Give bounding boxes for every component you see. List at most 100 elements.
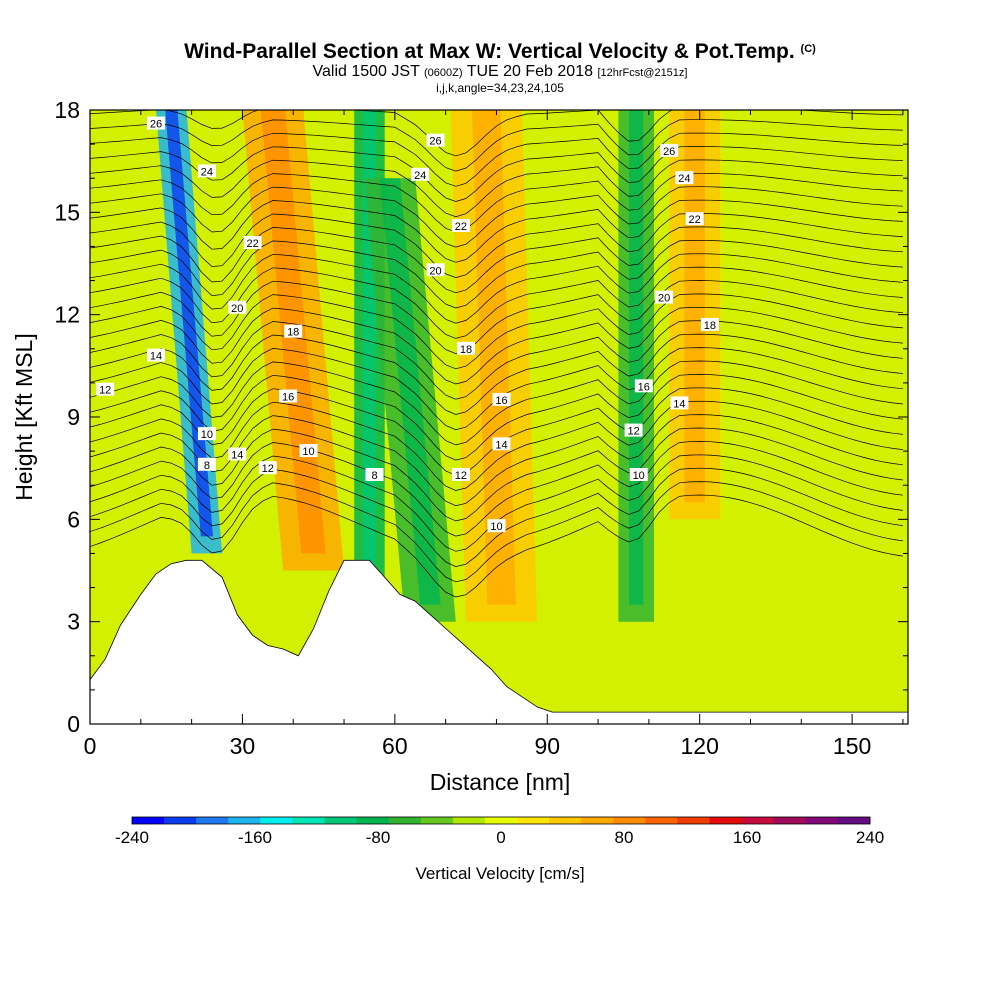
theta-label-text: 22 [455,221,467,233]
colorbar-swatch [292,817,325,824]
theta-label-text: 26 [663,146,675,158]
isentrope-line [90,119,903,172]
x-tick-label: 30 [230,733,256,759]
colorbar-swatch [677,817,711,824]
theta-label: 24 [197,164,216,178]
y-tick-label: 18 [54,97,80,123]
grid-indices: i,j,k,angle=34,23,24,105 [436,81,564,95]
theta-label: 20 [228,300,247,315]
theta-label: 10 [629,468,648,482]
theta-label-bg [197,164,216,178]
theta-label-bg [670,396,689,410]
y-tick-label: 15 [54,199,80,225]
valid-forecast: [12hrFcst@2151z] [597,67,688,79]
isentrope-line [90,239,903,309]
colorbar-swatch [356,817,390,824]
valid-time: Valid 1500 JST (0600Z) TUE 20 Feb 2018 [… [0,63,1000,82]
isentrope-line [90,333,903,415]
theta-label-text: 12 [627,426,639,438]
chart-title: Wind-Parallel Section at Max W: Vertical… [0,38,1000,63]
x-tick-label: 90 [534,733,560,759]
y-tick-label: 0 [67,711,80,737]
theta-label: 26 [426,133,445,148]
theta-label-text: 18 [460,344,472,356]
isentrope-line [90,159,903,218]
theta-label-bg [299,444,318,458]
theta-label: 12 [624,423,643,438]
colorbar-frame [131,816,871,825]
theta-label-text: 22 [688,214,700,226]
theta-label: 26 [147,116,165,131]
y-tick-label: 12 [54,302,80,328]
theta-label-text: 14 [231,450,243,462]
theta-label: 16 [492,392,511,407]
theta-label-text: 24 [201,166,213,178]
theta-label-bg [624,423,643,437]
copyright-mark: (C) [800,43,816,55]
velocity-core-updraft-2 [472,110,516,605]
theta-label-text: 24 [414,170,426,182]
theta-label-text: 12 [262,463,274,475]
theta-label: 14 [492,437,511,451]
theta-label: 16 [634,379,653,393]
theta-label: 10 [197,427,216,441]
isentrope-line [90,306,903,385]
velocity-core-downdraft-3 [379,178,441,605]
isentrope-line [90,414,903,507]
colorbar-swatch [324,817,358,824]
colorbar-swatch [709,817,743,824]
theta-label: 12 [258,461,277,475]
theta-label-bg [634,379,653,393]
theta-label: 26 [660,143,679,158]
theta-label-bg [492,437,511,451]
theta-label-bg [660,143,679,157]
colorbar-swatch [581,817,614,824]
chart-title-text: Wind-Parallel Section at Max W: Vertical… [184,40,795,63]
colorbar-swatch [452,817,486,824]
theta-label-bg [451,219,470,232]
y-tick-label: 9 [67,404,80,430]
theta-label: 20 [655,290,674,305]
theta-label-bg [197,427,216,441]
theta-label: 20 [426,263,445,277]
isentrope-line [90,441,903,537]
theta-label-text: 10 [302,446,314,458]
isentrope-line [90,400,903,491]
isentrope-line [90,132,903,187]
theta-label-bg [243,236,262,249]
theta-label-bg [279,389,298,403]
colorbar-swatch [132,817,165,824]
theta-label-text: 22 [246,238,258,250]
theta-label-bg [228,447,247,461]
theta-label-text: 10 [201,429,213,441]
theta-label: 10 [487,519,506,533]
y-tick-label: 6 [67,506,80,532]
x-tick-label: 60 [382,733,408,759]
vertical-velocity-field [90,110,908,724]
valid-prefix: Valid 1500 JST [312,63,420,80]
theta-label-text: 20 [429,265,441,277]
theta-label-bg [258,461,277,475]
theta-label-text: 18 [704,320,716,332]
colorbar-swatch [645,817,678,824]
theta-label-bg [284,324,303,338]
colorbar-swatch [228,817,261,824]
theta-label-bg [426,133,445,147]
valid-date: TUE 20 Feb 2018 [466,63,593,80]
isentrope-line [90,213,903,278]
theta-label-bg [700,317,719,331]
colorbar-swatch [517,817,550,824]
colorbar-title: Vertical Velocity [cm/s] [415,864,585,883]
colorbar-swatch [485,817,518,824]
isentrope-line [90,146,903,202]
theta-label-bg [492,392,511,406]
theta-label-text: 10 [633,470,645,482]
theta-label: 14 [147,348,165,363]
velocity-core-updraft-3 [684,110,705,503]
colorbar-tick-label: 0 [496,828,505,847]
theta-label-bg [197,457,216,471]
theta-label-bg [457,341,475,355]
colorbar-tick-label: 240 [856,828,884,847]
colorbar-swatch [805,817,839,824]
theta-label-text: 10 [490,521,502,533]
